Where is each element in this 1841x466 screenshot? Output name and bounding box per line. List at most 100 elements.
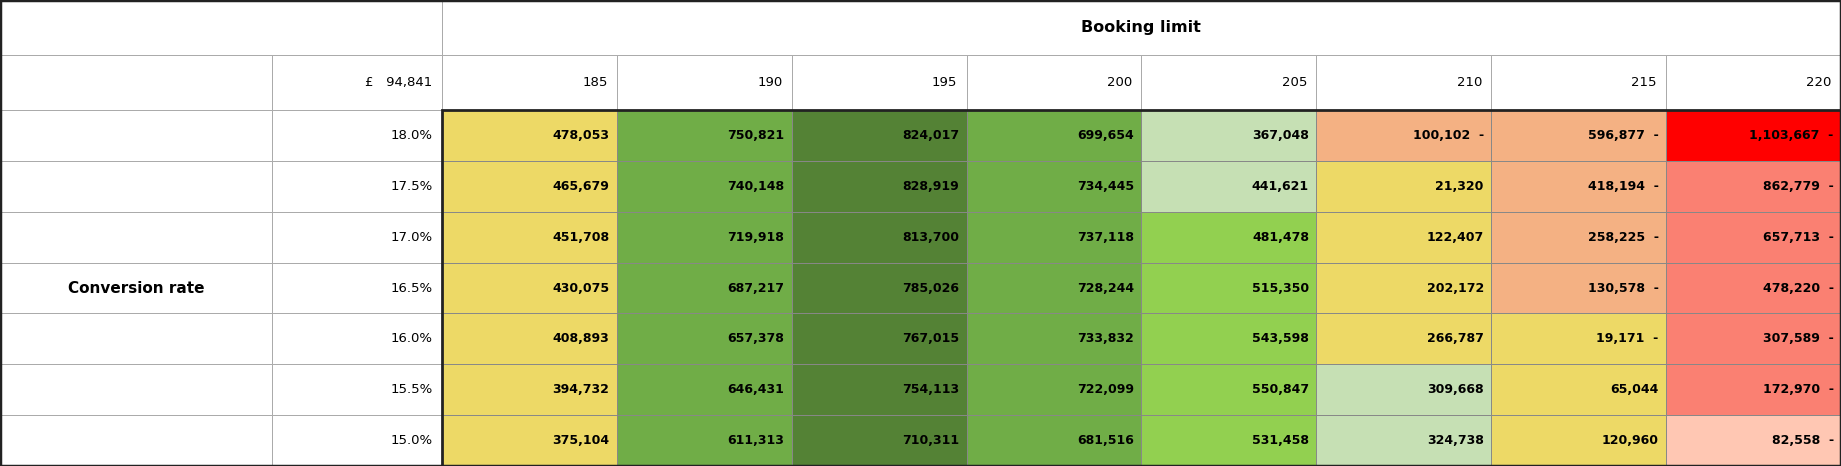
Bar [617,110,792,161]
Bar [0,263,272,314]
Text: 17.0%: 17.0% [390,231,433,244]
Text: 190: 190 [757,76,782,89]
Text: 258,225  -: 258,225 - [1587,231,1659,244]
Bar [442,263,617,314]
Bar [1666,314,1841,364]
Text: 15.0%: 15.0% [390,434,433,447]
Text: 813,700: 813,700 [902,231,959,244]
Bar [967,314,1141,364]
Bar [442,55,617,110]
Bar [272,161,442,212]
Text: 710,311: 710,311 [902,434,959,447]
Bar [442,110,617,161]
Bar [1491,110,1666,161]
Bar [1141,415,1316,466]
Text: 19,171  -: 19,171 - [1596,332,1659,345]
Text: 785,026: 785,026 [902,281,959,295]
Bar [0,415,272,466]
Text: 824,017: 824,017 [902,129,959,142]
Text: Conversion rate: Conversion rate [68,281,204,295]
Bar [967,415,1141,466]
Bar [617,55,792,110]
Bar [272,110,442,161]
Bar [1491,55,1666,110]
Text: 309,668: 309,668 [1427,383,1484,396]
Bar [442,314,617,364]
Bar [1666,55,1841,110]
Text: 750,821: 750,821 [727,129,784,142]
Bar [1491,415,1666,466]
Bar [1491,314,1666,364]
Text: 418,194  -: 418,194 - [1589,180,1659,193]
Text: 205: 205 [1281,76,1307,89]
Bar [967,364,1141,415]
Text: 722,099: 722,099 [1077,383,1134,396]
Bar [1316,263,1491,314]
Text: 543,598: 543,598 [1252,332,1309,345]
Bar [1666,263,1841,314]
Bar [0,55,272,110]
Bar [1491,263,1666,314]
Text: 862,779  -: 862,779 - [1764,180,1834,193]
Text: 737,118: 737,118 [1077,231,1134,244]
Text: 430,075: 430,075 [552,281,609,295]
Bar [442,364,617,415]
Bar [1316,415,1491,466]
Bar [1316,110,1491,161]
Text: 465,679: 465,679 [552,180,609,193]
Bar [1141,263,1316,314]
Bar [0,161,272,212]
Text: 367,048: 367,048 [1252,129,1309,142]
Text: 18.0%: 18.0% [390,129,433,142]
Bar [1141,161,1316,212]
Bar [1316,55,1491,110]
Bar [617,161,792,212]
Bar [1316,364,1491,415]
Text: 82,558  -: 82,558 - [1771,434,1834,447]
Text: 481,478: 481,478 [1252,231,1309,244]
Text: 65,044: 65,044 [1611,383,1659,396]
Bar [792,364,967,415]
Text: 15.5%: 15.5% [390,383,433,396]
Text: 17.5%: 17.5% [390,180,433,193]
Bar [1666,415,1841,466]
Bar [0,110,272,161]
Text: 611,313: 611,313 [727,434,784,447]
Bar [272,364,442,415]
Text: 728,244: 728,244 [1077,281,1134,295]
Text: 408,893: 408,893 [552,332,609,345]
Bar [967,110,1141,161]
Text: 21,320: 21,320 [1436,180,1484,193]
Text: Booking limit: Booking limit [1081,20,1202,35]
Text: 687,217: 687,217 [727,281,784,295]
Bar [1141,110,1316,161]
Bar [0,364,272,415]
Bar [617,415,792,466]
Bar [792,161,967,212]
Bar [0,314,272,364]
Bar [1491,212,1666,263]
Bar [442,110,1841,466]
Text: 16.0%: 16.0% [390,332,433,345]
Text: 266,787: 266,787 [1427,332,1484,345]
Bar [792,55,967,110]
Text: 307,589  -: 307,589 - [1764,332,1834,345]
Text: 550,847: 550,847 [1252,383,1309,396]
Text: 699,654: 699,654 [1077,129,1134,142]
Text: 478,220  -: 478,220 - [1762,281,1834,295]
Bar [1141,364,1316,415]
Text: 130,578  -: 130,578 - [1589,281,1659,295]
Bar [617,364,792,415]
Text: 441,621: 441,621 [1252,180,1309,193]
Bar [967,55,1141,110]
Text: 324,738: 324,738 [1427,434,1484,447]
Bar [0,212,272,263]
Text: 754,113: 754,113 [902,383,959,396]
Text: 515,350: 515,350 [1252,281,1309,295]
Bar [272,212,442,263]
Bar [1141,314,1316,364]
Text: 478,053: 478,053 [552,129,609,142]
Text: 185: 185 [582,76,608,89]
Bar [617,263,792,314]
Bar [442,161,617,212]
